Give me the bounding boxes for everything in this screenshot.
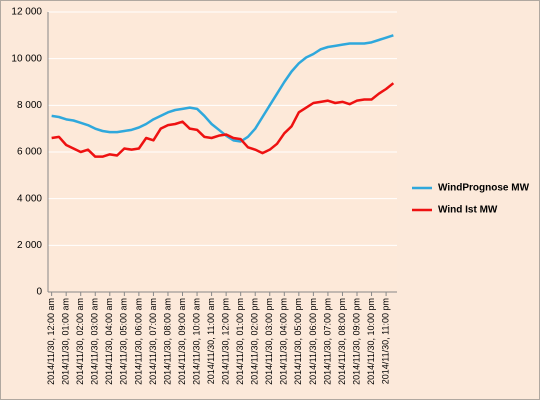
x-tick-label: 2014/11/30, 09:00 pm bbox=[351, 298, 361, 385]
y-tick-label: 6 000 bbox=[17, 147, 42, 158]
legend-label: Wind Ist MW bbox=[438, 205, 498, 216]
x-tick-label: 2014/11/30, 09:00 am bbox=[177, 298, 187, 385]
y-tick-label: 0 bbox=[36, 287, 42, 298]
x-tick-label: 2014/11/30, 04:00 pm bbox=[279, 298, 289, 385]
x-tick-label: 2014/11/30, 05:00 am bbox=[119, 298, 129, 385]
y-tick-label: 10 000 bbox=[11, 53, 42, 64]
x-tick-label: 2014/11/30, 12:00 am bbox=[46, 298, 56, 385]
x-tick-label: 2014/11/30, 06:00 pm bbox=[308, 298, 318, 385]
line-series bbox=[51, 82, 395, 158]
y-tick-label: 12 000 bbox=[11, 7, 42, 18]
x-tick-label: 2014/11/30, 07:00 am bbox=[148, 298, 158, 385]
x-tick-label: 2014/11/30, 10:00 am bbox=[191, 298, 201, 385]
x-tick-label: 2014/11/30, 10:00 pm bbox=[366, 298, 376, 385]
x-tick-label: 2014/11/30, 08:00 am bbox=[162, 298, 172, 385]
x-tick-label: 2014/11/30, 02:00 pm bbox=[250, 298, 260, 385]
x-tick-label: 2014/11/30, 11:00 am bbox=[206, 298, 216, 384]
line-series bbox=[51, 34, 394, 143]
x-tick-label: 2014/11/30, 01:00 pm bbox=[235, 298, 245, 385]
y-tick-label: 2 000 bbox=[17, 240, 42, 251]
x-tick-label: 2014/11/30, 02:00 am bbox=[75, 298, 85, 385]
x-tick-label: 2014/11/30, 03:00 am bbox=[90, 298, 100, 385]
x-tick-label: 2014/11/30, 04:00 am bbox=[104, 298, 114, 385]
x-tick-label: 2014/11/30, 11:00 pm bbox=[380, 298, 390, 384]
x-tick-label: 2014/11/30, 08:00 pm bbox=[337, 298, 347, 385]
x-tick-label: 2014/11/30, 01:00 am bbox=[61, 298, 71, 385]
x-tick-label: 2014/11/30, 12:00 pm bbox=[221, 298, 231, 385]
y-tick-label: 8 000 bbox=[17, 100, 42, 111]
x-tick-label: 2014/11/30, 05:00 pm bbox=[293, 298, 303, 385]
y-tick-label: 4 000 bbox=[17, 193, 42, 204]
legend-label: WindPrognose MW bbox=[438, 183, 530, 194]
x-tick-label: 2014/11/30, 03:00 pm bbox=[264, 298, 274, 385]
x-tick-label: 2014/11/30, 06:00 am bbox=[133, 298, 143, 385]
x-tick-label: 2014/11/30, 07:00 pm bbox=[322, 298, 332, 385]
